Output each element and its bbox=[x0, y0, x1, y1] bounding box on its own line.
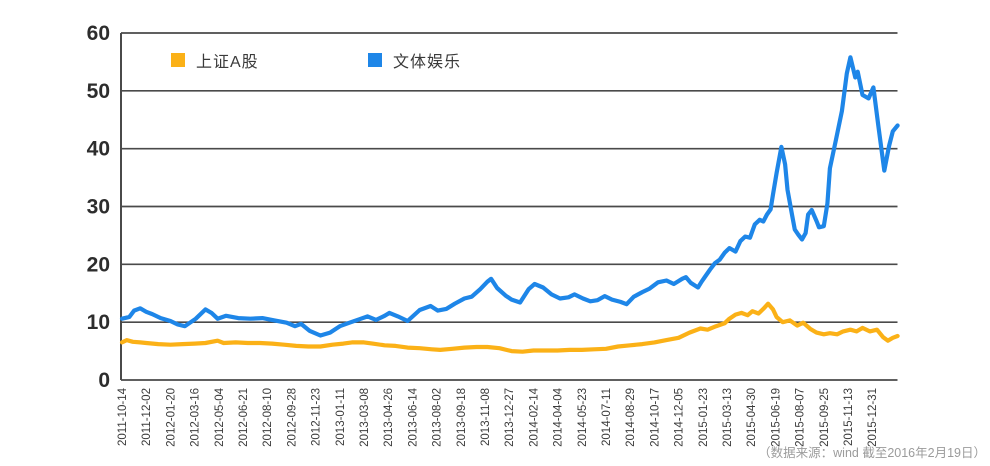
x-tick-label: 2011-10-14 bbox=[117, 387, 129, 446]
x-tick-label: 2012-01-20 bbox=[165, 388, 177, 447]
x-tick-label: 2015-12-31 bbox=[867, 388, 879, 447]
x-tick-label: 2013-09-18 bbox=[456, 388, 468, 447]
x-tick-label: 2014-04-04 bbox=[553, 387, 565, 446]
x-tick-label: 2015-06-19 bbox=[770, 388, 782, 447]
legend-swatch-blue bbox=[368, 53, 382, 67]
x-tick-label: 2012-06-21 bbox=[238, 388, 250, 447]
data-source-note: （数据来源：wind 截至2016年2月19日） bbox=[758, 446, 986, 460]
x-tick-label: 2013-04-26 bbox=[383, 388, 395, 447]
x-tick-label: 2013-08-02 bbox=[432, 388, 444, 447]
series-lines bbox=[119, 55, 900, 354]
y-tick-label: 50 bbox=[87, 80, 110, 103]
x-tick-label: 2014-08-29 bbox=[625, 388, 637, 447]
series-line-文体娱乐 bbox=[119, 55, 900, 338]
legend-label-sse-a: 上证A股 bbox=[196, 54, 259, 71]
y-tick-label: 30 bbox=[87, 196, 110, 219]
x-tick-label: 2013-03-08 bbox=[359, 388, 371, 447]
x-tick-label: 2014-02-14 bbox=[528, 387, 540, 446]
x-tick-label: 2012-11-23 bbox=[311, 388, 323, 446]
x-tick-label: 2015-04-30 bbox=[746, 388, 758, 447]
x-tick-label: 2014-12-05 bbox=[674, 388, 686, 447]
x-tick-label: 2015-11-13 bbox=[843, 388, 855, 446]
x-axis-labels: 2011-10-14 2011-12-02 2012-01-20 2012-03-16… bbox=[117, 387, 879, 446]
x-tick-label: 2014-07-11 bbox=[601, 388, 613, 446]
legend-item-media-ent: 文体娱乐 bbox=[368, 48, 461, 72]
x-tick-label: 2012-08-10 bbox=[262, 388, 274, 447]
legend-label-media-ent: 文体娱乐 bbox=[393, 54, 462, 71]
x-tick-label: 2013-11-08 bbox=[480, 388, 492, 446]
legend-item-sse-a: 上证A股 bbox=[171, 48, 259, 72]
y-tick-label: 0 bbox=[98, 369, 110, 392]
x-tick-label: 2015-08-07 bbox=[795, 388, 807, 447]
gridlines bbox=[120, 32, 898, 381]
x-tick-label: 2014-05-23 bbox=[577, 388, 589, 447]
y-tick-label: 10 bbox=[87, 311, 110, 334]
x-tick-label: 2012-03-16 bbox=[190, 388, 202, 447]
x-tick-label: 2012-05-04 bbox=[214, 387, 226, 446]
series-line-上证A股 bbox=[119, 301, 900, 354]
y-axis-labels: 0 10 20 30 40 50 60 bbox=[87, 22, 110, 392]
x-tick-label: 2015-03-13 bbox=[722, 388, 734, 447]
x-tick-label: 2015-01-23 bbox=[698, 388, 710, 447]
y-tick-label: 40 bbox=[87, 138, 110, 161]
x-tick-label: 2013-06-14 bbox=[407, 387, 419, 446]
y-tick-label: 20 bbox=[87, 253, 110, 276]
x-tick-label: 2013-12-27 bbox=[504, 388, 516, 447]
y-tick-label: 60 bbox=[87, 22, 110, 45]
x-tick-label: 2015-09-25 bbox=[819, 388, 831, 447]
x-tick-label: 2011-12-02 bbox=[141, 388, 153, 446]
x-tick-label: 2014-10-17 bbox=[649, 388, 661, 447]
x-tick-label: 2012-09-28 bbox=[286, 388, 298, 447]
legend-swatch-orange bbox=[171, 53, 185, 67]
x-tick-label: 2013-01-11 bbox=[335, 388, 347, 446]
